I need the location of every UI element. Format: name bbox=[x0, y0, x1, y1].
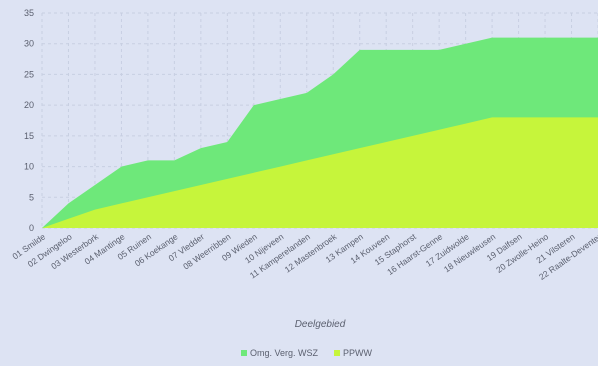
legend: Omg. Verg. WSZ PPWW bbox=[241, 348, 373, 358]
legend-label: Omg. Verg. WSZ bbox=[250, 348, 319, 358]
y-tick-label: 30 bbox=[24, 39, 34, 49]
y-axis-ticks: 0 5 10 15 20 25 30 35 bbox=[24, 8, 34, 233]
x-axis-title: Deelgebied bbox=[295, 319, 346, 330]
y-tick-label: 25 bbox=[24, 69, 34, 79]
y-tick-label: 20 bbox=[24, 100, 34, 110]
legend-swatch bbox=[334, 350, 341, 356]
y-tick-label: 0 bbox=[29, 223, 34, 233]
area-ppww bbox=[42, 117, 598, 228]
y-tick-label: 15 bbox=[24, 131, 34, 141]
y-tick-label: 10 bbox=[24, 162, 34, 172]
legend-swatch bbox=[241, 350, 247, 356]
y-tick-label: 35 bbox=[24, 8, 34, 18]
y-tick-label: 5 bbox=[29, 192, 34, 202]
series-areas bbox=[42, 37, 598, 228]
legend-label: PPWW bbox=[343, 348, 373, 358]
